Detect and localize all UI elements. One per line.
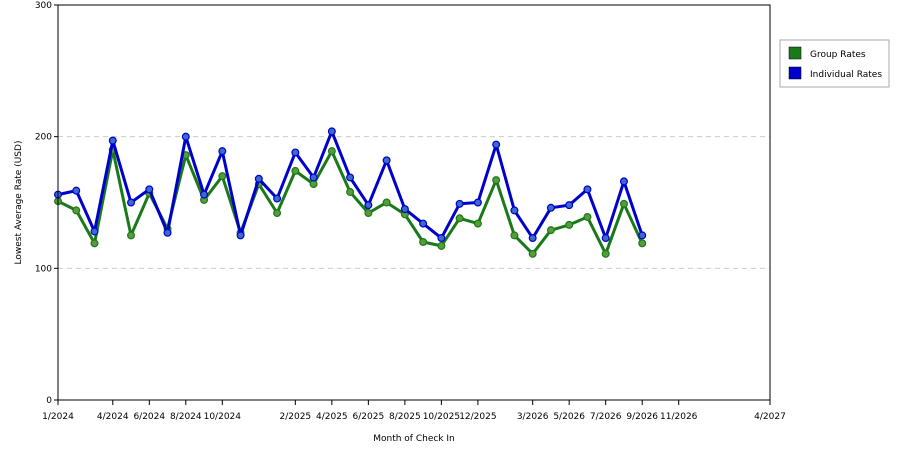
data-point-group-rates-5-2026 <box>565 220 574 229</box>
data-point-individual-rates-5-2024 <box>127 198 136 207</box>
legend-label-individual-rates: Individual Rates <box>810 70 882 80</box>
data-point-group-rates-4-2025 <box>327 147 336 156</box>
legend-label-group-rates: Group Rates <box>810 50 866 60</box>
data-point-individual-rates-10-2025 <box>437 234 446 243</box>
x-tick-label-5-2026: 5/2026 <box>553 412 585 422</box>
data-point-individual-rates-10-2024 <box>218 147 227 156</box>
data-point-group-rates-1-2025 <box>273 209 282 218</box>
y-tick-label-100: 100 <box>35 264 52 274</box>
data-point-individual-rates-8-2026 <box>619 177 628 186</box>
data-point-group-rates-7-2026 <box>601 249 610 258</box>
data-point-group-rates-2-2024 <box>72 206 81 215</box>
series-line-group-rates <box>56 148 644 256</box>
y-tick-label-0: 0 <box>46 396 52 406</box>
data-point-individual-rates-3-2026 <box>528 234 537 243</box>
data-point-individual-rates-4-2024 <box>108 136 117 145</box>
data-point-individual-rates-12-2025 <box>473 198 482 207</box>
legend-swatch-group-rates <box>788 46 802 60</box>
series-layer <box>53 127 647 258</box>
x-tick-label-8-2025: 8/2025 <box>389 412 421 422</box>
data-point-individual-rates-5-2026 <box>565 201 574 210</box>
series-group-rates <box>53 145 647 258</box>
data-point-individual-rates-6-2025 <box>364 201 373 210</box>
data-point-group-rates-10-2025 <box>437 241 446 250</box>
x-tick-label-3-2026: 3/2026 <box>517 412 549 422</box>
x-tick-label-12-2025: 12/2025 <box>459 412 496 422</box>
x-tick-label-4-2024: 4/2024 <box>97 412 129 422</box>
data-point-individual-rates-12-2024 <box>254 174 263 183</box>
series-line-individual-rates <box>56 129 644 240</box>
plot-area-frame <box>57 4 771 401</box>
x-tick-label-10-2025: 10/2025 <box>423 412 460 422</box>
data-point-individual-rates-6-2026 <box>583 185 592 194</box>
data-point-individual-rates-6-2024 <box>145 185 154 194</box>
x-tick-label-8-2024: 8/2024 <box>170 412 202 422</box>
data-point-group-rates-9-2025 <box>419 238 428 247</box>
y-tick-label-200: 200 <box>35 133 52 143</box>
data-point-individual-rates-7-2025 <box>382 156 391 165</box>
data-point-individual-rates-7-2026 <box>601 234 610 243</box>
data-point-group-rates-3-2024 <box>90 239 99 248</box>
legend: Group Rates Individual Rates <box>779 39 890 88</box>
data-point-group-rates-3-2026 <box>528 249 537 258</box>
data-point-group-rates-12-2025 <box>473 219 482 228</box>
data-point-individual-rates-11-2024 <box>236 231 245 240</box>
data-point-group-rates-11-2025 <box>455 214 464 223</box>
y-tick-label-300: 300 <box>35 1 52 11</box>
data-point-individual-rates-2-2024 <box>72 186 81 195</box>
x-tick-label-6-2025: 6/2025 <box>353 412 385 422</box>
x-axis-ticks: 1/2024 4/2024 6/2024 8/2024 10/2024 2/2025 4/2… <box>42 400 786 422</box>
data-point-group-rates-5-2025 <box>346 187 355 196</box>
data-point-individual-rates-7-2024 <box>163 228 172 237</box>
x-tick-label-1-2024: 1/2024 <box>42 412 74 422</box>
y-axis-title: Lowest Average Rate (USD) <box>14 141 24 265</box>
data-point-group-rates-2-2025 <box>291 166 300 175</box>
data-point-group-rates-4-2026 <box>546 226 555 235</box>
data-point-group-rates-1-2026 <box>492 176 501 185</box>
data-point-group-rates-3-2025 <box>309 180 318 189</box>
legend-swatch-individual-rates <box>788 66 802 80</box>
data-point-group-rates-6-2025 <box>364 209 373 218</box>
x-tick-label-4-2027: 4/2027 <box>754 412 786 422</box>
data-point-individual-rates-2-2026 <box>510 206 519 215</box>
data-point-individual-rates-1-2026 <box>492 140 501 149</box>
data-point-group-rates-7-2025 <box>382 198 391 207</box>
gridlines <box>58 136 770 269</box>
data-point-group-rates-6-2026 <box>583 212 592 221</box>
data-point-individual-rates-8-2025 <box>400 205 409 214</box>
y-axis-ticks: 0 100 200 300 <box>35 1 58 406</box>
data-point-individual-rates-5-2025 <box>346 173 355 182</box>
data-point-individual-rates-4-2025 <box>327 127 336 136</box>
x-tick-label-2-2025: 2/2025 <box>279 412 311 422</box>
x-tick-label-7-2026: 7/2026 <box>590 412 622 422</box>
data-point-group-rates-8-2026 <box>619 199 628 208</box>
data-point-individual-rates-8-2024 <box>181 132 190 141</box>
data-point-individual-rates-9-2026 <box>638 231 647 240</box>
x-tick-label-9-2026: 9/2026 <box>626 412 658 422</box>
data-point-individual-rates-11-2025 <box>455 199 464 208</box>
x-tick-label-11-2026: 11/2026 <box>660 412 698 422</box>
data-point-individual-rates-4-2026 <box>546 203 555 212</box>
data-point-group-rates-5-2024 <box>127 231 136 240</box>
data-point-individual-rates-9-2024 <box>200 190 209 199</box>
x-axis-title: Month of Check In <box>373 434 455 444</box>
x-tick-label-6-2024: 6/2024 <box>133 412 165 422</box>
series-individual-rates <box>53 127 647 243</box>
data-point-individual-rates-9-2025 <box>419 219 428 228</box>
data-point-group-rates-10-2024 <box>218 172 227 181</box>
data-point-individual-rates-3-2024 <box>90 227 99 236</box>
x-tick-label-10-2024: 10/2024 <box>204 412 242 422</box>
data-point-individual-rates-2-2025 <box>291 148 300 157</box>
data-point-group-rates-9-2026 <box>638 239 647 248</box>
data-point-individual-rates-3-2025 <box>309 173 318 182</box>
data-point-group-rates-2-2026 <box>510 231 519 240</box>
x-tick-label-4-2025: 4/2025 <box>316 412 348 422</box>
data-point-individual-rates-1-2025 <box>273 194 282 203</box>
